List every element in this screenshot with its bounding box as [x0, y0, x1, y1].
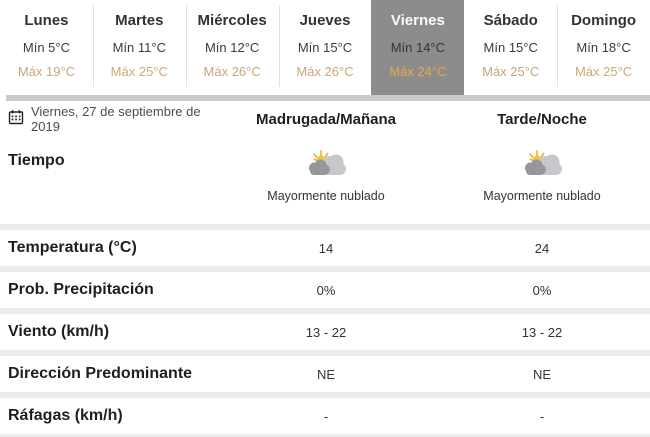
- day-min-temp: Mín 15°C: [483, 40, 538, 55]
- table-row-temperatura: Temperatura (°C) 14 24: [0, 230, 650, 266]
- cell-value: NE: [316, 366, 336, 382]
- row-separator: [0, 350, 650, 356]
- day-strip-scrollbar[interactable]: [6, 95, 650, 101]
- row-label-tiempo: Tiempo: [8, 152, 65, 169]
- day-min-temp: Mín 15°C: [297, 40, 353, 55]
- day-tab-jueves[interactable]: Jueves Mín 15°C Máx 26°C: [278, 0, 372, 95]
- day-tab-domingo[interactable]: Domingo Mín 18°C Máx 25°C: [557, 0, 650, 95]
- day-max-temp: Máx 19°C: [17, 64, 76, 79]
- cell-value: 0%: [316, 282, 336, 298]
- day-name: Lunes: [24, 12, 69, 29]
- weather-caption: Mayormente nublado: [267, 189, 385, 203]
- weather-cell-morning: Mayormente nublado: [218, 137, 434, 203]
- row-separator: [0, 434, 650, 437]
- cell-value: NE: [532, 366, 552, 382]
- cell-value: -: [539, 408, 545, 424]
- day-tab-miercoles[interactable]: Miércoles Mín 12°C Máx 26°C: [185, 0, 279, 95]
- row-label: Prob. Precipitación: [8, 281, 154, 298]
- mostly-cloudy-icon: [521, 147, 563, 183]
- day-max-temp: Máx 25°C: [574, 64, 633, 79]
- detail-header-row: Viernes, 27 de septiembre de 2019 Madrug…: [0, 101, 650, 137]
- cell-value: -: [323, 408, 329, 424]
- day-max-temp: Máx 24°C: [389, 64, 447, 79]
- cell-value: 13 - 22: [521, 324, 563, 340]
- row-label: Temperatura (°C): [8, 239, 137, 256]
- day-name: Martes: [115, 12, 164, 29]
- day-min-temp: Mín 11°C: [112, 40, 166, 55]
- day-name: Sábado: [483, 12, 538, 29]
- mostly-cloudy-icon: [305, 147, 347, 183]
- day-max-temp: Máx 26°C: [203, 64, 261, 79]
- row-separator: [0, 392, 650, 398]
- cell-value: 13 - 22: [305, 324, 347, 340]
- day-tab-sabado[interactable]: Sábado Mín 15°C Máx 25°C: [464, 0, 557, 95]
- cell-value: 0%: [532, 282, 552, 298]
- day-max-temp: Máx 25°C: [482, 64, 540, 79]
- day-max-temp: Máx 26°C: [296, 64, 354, 79]
- day-tab-strip: Lunes Mín 5°C Máx 19°C Martes Mín 11°C M…: [0, 0, 650, 95]
- row-label: Viento (km/h): [8, 323, 110, 340]
- weather-row: Tiempo: [0, 137, 650, 224]
- day-max-temp: Máx 25°C: [110, 64, 168, 79]
- row-separator: [0, 266, 650, 272]
- day-name: Domingo: [571, 12, 637, 29]
- selected-date: Viernes, 27 de septiembre de 2019: [0, 104, 218, 134]
- table-row-precipitacion: Prob. Precipitación 0% 0%: [0, 272, 650, 308]
- cell-value: 24: [534, 240, 550, 256]
- table-row-viento: Viento (km/h) 13 - 22 13 - 22: [0, 314, 650, 350]
- column-header-madrugada-manana: Madrugada/Mañana: [255, 110, 397, 128]
- day-min-temp: Mín 5°C: [22, 40, 70, 55]
- column-header-tarde-noche: Tarde/Noche: [497, 110, 587, 128]
- table-row-direccion: Dirección Predominante NE NE: [0, 356, 650, 392]
- day-tab-lunes[interactable]: Lunes Mín 5°C Máx 19°C: [0, 0, 93, 95]
- row-separator: [0, 308, 650, 314]
- day-tab-viernes-selected[interactable]: Viernes Mín 14°C Máx 24°C: [371, 0, 465, 95]
- calendar-icon: [8, 109, 24, 130]
- day-tab-martes[interactable]: Martes Mín 11°C Máx 25°C: [92, 0, 186, 95]
- day-name: Jueves: [299, 12, 351, 29]
- day-name: Miércoles: [197, 12, 267, 29]
- row-separator: [0, 224, 650, 230]
- weather-caption: Mayormente nublado: [483, 189, 601, 203]
- day-min-temp: Mín 14°C: [390, 40, 446, 55]
- weather-cell-evening: Mayormente nublado: [434, 137, 650, 203]
- date-label: Viernes, 27 de septiembre de 2019: [31, 104, 201, 134]
- row-label: Dirección Predominante: [8, 365, 193, 382]
- row-label: Ráfagas (km/h): [8, 407, 123, 424]
- day-min-temp: Mín 18°C: [576, 40, 631, 55]
- day-min-temp: Mín 12°C: [204, 40, 260, 55]
- day-name: Viernes: [390, 12, 445, 29]
- table-row-rafagas: Ráfagas (km/h) - -: [0, 398, 650, 434]
- cell-value: 14: [318, 240, 334, 256]
